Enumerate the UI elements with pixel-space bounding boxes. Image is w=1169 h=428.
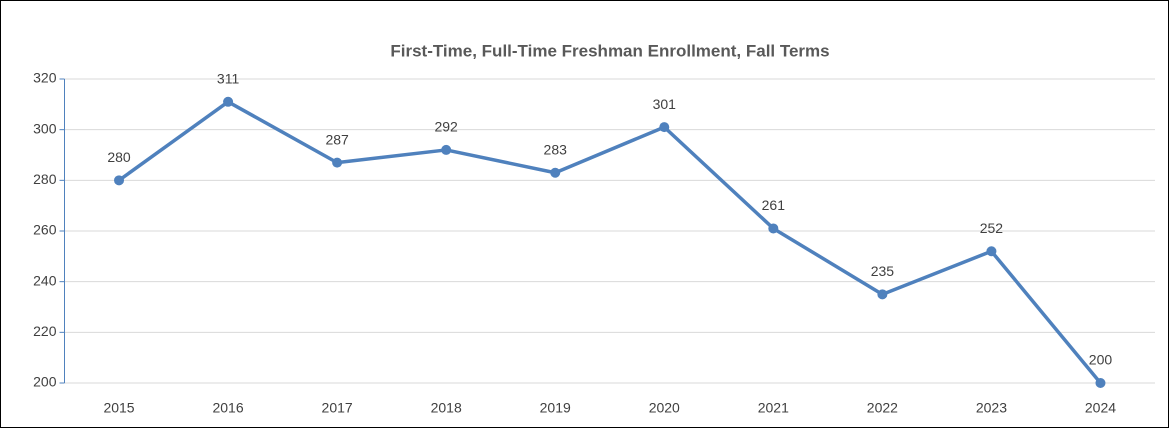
- y-tick-label: 200: [33, 374, 57, 390]
- data-label: 301: [653, 96, 677, 112]
- y-tick-label: 240: [33, 272, 57, 288]
- marker: [659, 122, 670, 133]
- x-tick-label: 2020: [649, 400, 680, 416]
- chart-title: First-Time, Full-Time Freshman Enrollmen…: [390, 41, 829, 60]
- data-label: 292: [434, 119, 458, 135]
- marker: [114, 175, 125, 186]
- data-label: 280: [107, 149, 131, 165]
- x-tick-label: 2024: [1085, 400, 1116, 416]
- data-label: 287: [325, 131, 349, 147]
- data-label: 261: [762, 197, 786, 213]
- x-tick-label: 2022: [867, 400, 898, 416]
- marker: [768, 223, 779, 234]
- x-tick-label: 2019: [540, 400, 571, 416]
- x-tick-label: 2018: [431, 400, 462, 416]
- y-tick-label: 260: [33, 222, 57, 238]
- marker: [441, 144, 452, 155]
- marker: [1095, 378, 1106, 388]
- data-label: 283: [544, 141, 568, 157]
- data-label: 252: [980, 220, 1004, 236]
- x-tick-label: 2017: [322, 400, 353, 416]
- data-label: 311: [217, 71, 240, 87]
- marker: [986, 246, 997, 257]
- marker: [550, 167, 561, 178]
- x-tick-label: 2023: [976, 400, 1007, 416]
- x-tick-label: 2016: [212, 400, 243, 416]
- y-tick-label: 300: [33, 120, 57, 136]
- line: [118, 100, 1102, 385]
- marker: [223, 96, 234, 107]
- y-tick-label: 280: [33, 171, 57, 187]
- y-tick-label: 320: [33, 70, 57, 86]
- x-tick-label: 2015: [103, 400, 134, 416]
- y-tick-label: 220: [33, 323, 57, 339]
- marker: [332, 157, 343, 168]
- data-label: 235: [871, 263, 895, 279]
- marker: [877, 289, 888, 300]
- data-label: 200: [1089, 352, 1113, 368]
- x-tick-label: 2021: [758, 400, 789, 416]
